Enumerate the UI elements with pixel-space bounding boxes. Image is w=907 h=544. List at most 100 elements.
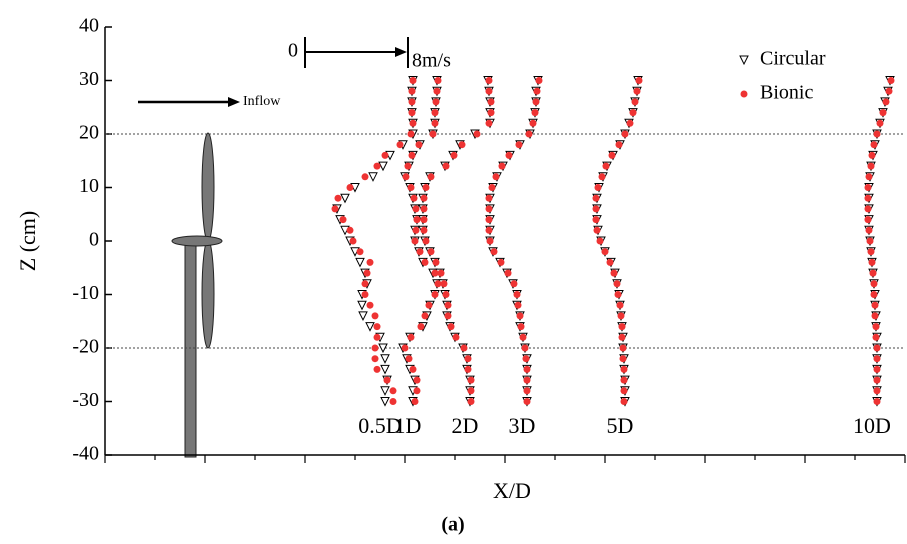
x-axis-label: X/D xyxy=(493,478,531,503)
marker-bionic xyxy=(366,301,374,309)
marker-bionic xyxy=(515,141,523,149)
marker-bionic xyxy=(417,323,425,331)
marker-bionic xyxy=(617,312,625,320)
marker-bionic xyxy=(873,376,881,384)
marker-bionic xyxy=(620,398,628,405)
station-label: 10D xyxy=(853,413,891,438)
marker-bionic xyxy=(871,301,879,309)
marker-bionic xyxy=(616,301,624,309)
marker-bionic xyxy=(519,333,527,341)
marker-bionic xyxy=(592,194,600,202)
marker-bionic xyxy=(610,269,618,277)
marker-bionic xyxy=(529,119,537,127)
marker-bionic xyxy=(485,226,493,234)
marker-bionic xyxy=(485,87,493,95)
marker-bionic xyxy=(363,269,371,277)
y-tick-label: -20 xyxy=(72,336,99,358)
marker-bionic xyxy=(522,355,530,363)
marker-bionic xyxy=(346,184,354,191)
marker-bionic xyxy=(425,301,433,309)
marker-bionic xyxy=(619,355,627,363)
marker-bionic xyxy=(535,77,543,84)
marker-bionic xyxy=(464,365,472,373)
scale-bar xyxy=(304,37,409,68)
marker-bionic xyxy=(525,130,533,138)
marker-bionic xyxy=(404,162,412,170)
marker-circular xyxy=(357,300,367,311)
marker-bionic xyxy=(873,365,881,373)
marker-bionic xyxy=(864,194,872,202)
marker-bionic xyxy=(349,237,357,245)
station-label: 5D xyxy=(607,413,634,438)
marker-bionic xyxy=(486,237,494,245)
y-tick-label: 20 xyxy=(79,122,99,144)
marker-circular xyxy=(380,364,390,375)
marker-bionic xyxy=(633,87,641,95)
marker-bionic xyxy=(865,226,873,234)
marker-bionic xyxy=(485,194,493,202)
marker-bionic xyxy=(405,355,413,363)
marker-bionic xyxy=(740,90,748,98)
marker-bionic xyxy=(533,87,541,95)
marker-bionic xyxy=(442,291,450,298)
marker-bionic xyxy=(870,141,878,149)
marker-bionic xyxy=(408,87,416,95)
marker-bionic xyxy=(531,109,539,117)
marker-bionic xyxy=(346,226,354,234)
marker-bionic xyxy=(592,205,600,213)
marker-bionic xyxy=(620,387,628,395)
marker-bionic xyxy=(635,77,643,84)
y-tick-label: -30 xyxy=(72,389,99,411)
marker-bionic xyxy=(868,258,876,266)
marker-bionic xyxy=(373,323,381,331)
marker-bionic xyxy=(629,109,637,117)
marker-circular xyxy=(380,397,390,407)
marker-bionic xyxy=(488,184,496,191)
marker-bionic xyxy=(381,151,389,159)
marker-bionic xyxy=(334,194,342,202)
y-tick-label: 10 xyxy=(79,175,99,197)
marker-bionic xyxy=(444,301,452,309)
marker-bionic xyxy=(450,151,458,159)
marker-bionic xyxy=(594,184,602,191)
y-axis-label: Z (cm) xyxy=(15,211,40,271)
marker-bionic xyxy=(485,205,493,213)
marker-bionic xyxy=(487,109,495,117)
marker-bionic xyxy=(510,280,518,288)
marker-bionic xyxy=(407,130,415,138)
marker-bionic xyxy=(467,387,475,395)
marker-circular xyxy=(380,354,390,364)
marker-bionic xyxy=(613,280,621,288)
marker-bionic xyxy=(492,173,500,181)
marker-bionic xyxy=(371,312,379,320)
marker-bionic xyxy=(870,280,878,288)
marker-bionic xyxy=(361,280,369,288)
marker-bionic xyxy=(460,344,468,352)
y-tick-label: 40 xyxy=(79,15,99,37)
marker-bionic xyxy=(602,162,610,170)
marker-bionic xyxy=(408,151,416,159)
marker-circular xyxy=(358,311,368,322)
marker-bionic xyxy=(490,248,498,256)
marker-bionic xyxy=(618,323,626,331)
marker-bionic xyxy=(615,141,623,149)
marker-bionic xyxy=(434,77,442,84)
marker-bionic xyxy=(447,323,455,331)
marker-bionic xyxy=(626,119,634,127)
marker-bionic xyxy=(356,248,364,256)
inflow-label: Inflow xyxy=(243,94,281,109)
legend-label: Bionic xyxy=(760,82,813,104)
marker-bionic xyxy=(497,258,505,266)
marker-circular xyxy=(739,55,749,66)
marker-bionic xyxy=(598,173,606,181)
marker-bionic xyxy=(412,226,420,234)
marker-bionic xyxy=(421,258,429,266)
marker-bionic xyxy=(871,312,879,320)
marker-bionic xyxy=(869,269,877,277)
station-label: 0.5D xyxy=(358,413,401,438)
marker-bionic xyxy=(868,151,876,159)
marker-bionic xyxy=(416,248,424,256)
marker-bionic xyxy=(870,291,878,298)
marker-bionic xyxy=(411,237,419,245)
marker-bionic xyxy=(498,162,506,170)
